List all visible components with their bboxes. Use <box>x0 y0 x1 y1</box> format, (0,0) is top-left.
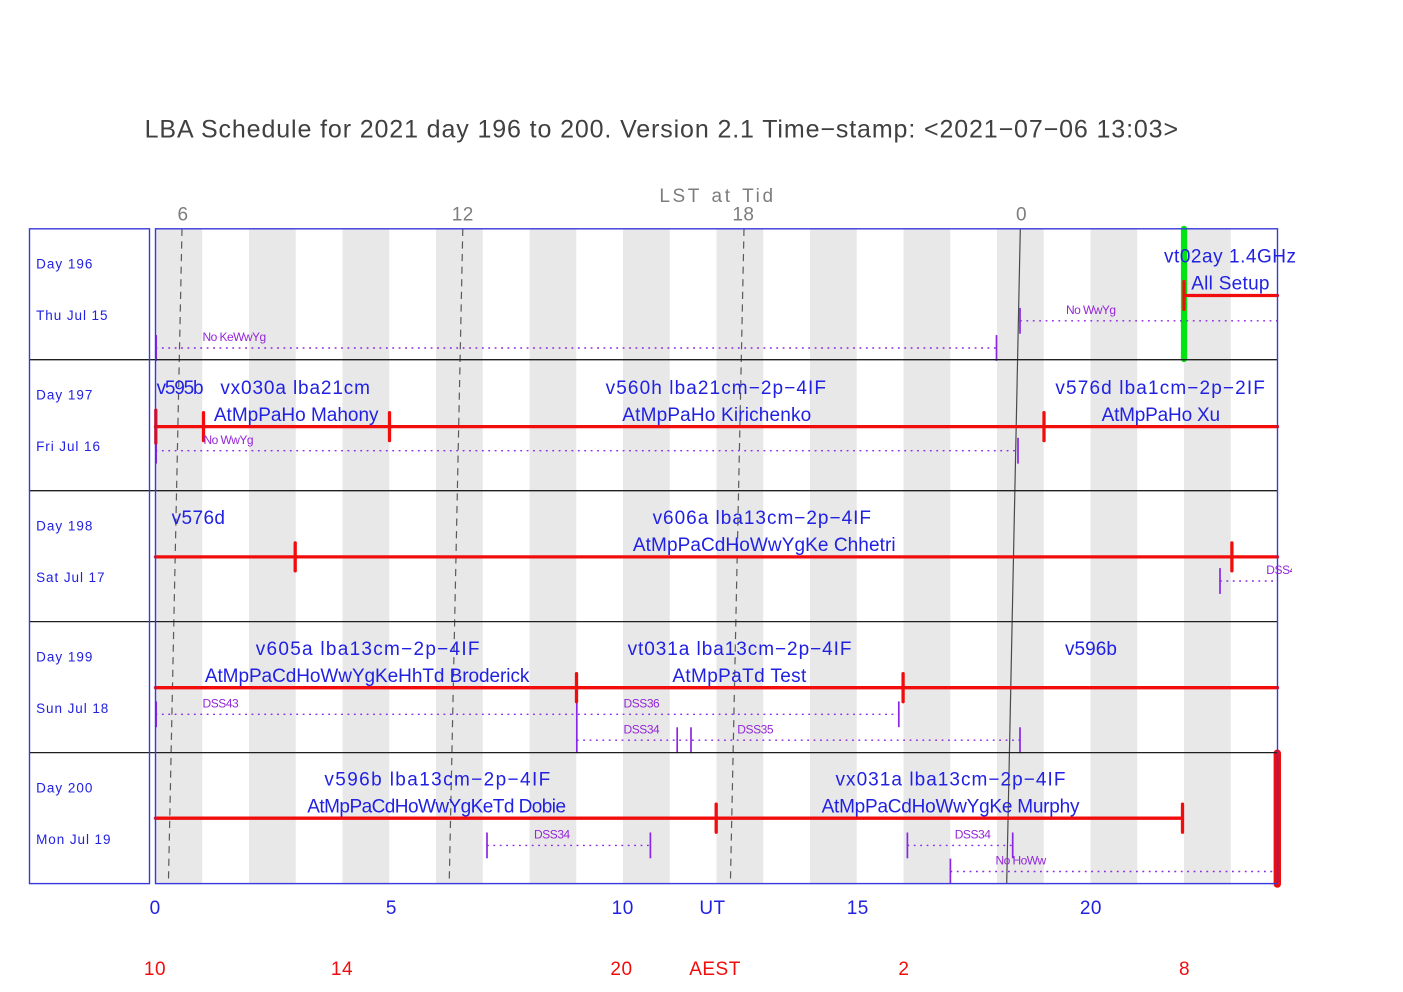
svg-text:10: 10 <box>612 898 634 919</box>
svg-text:No WwYg: No WwYg <box>1066 303 1116 317</box>
svg-text:14: 14 <box>331 959 353 980</box>
svg-text:Sat Jul 17: Sat Jul 17 <box>36 570 105 585</box>
svg-text:AtMpPaCdHoWwYgKe Chhetri: AtMpPaCdHoWwYgKe Chhetri <box>633 535 896 556</box>
svg-text:15: 15 <box>847 898 869 919</box>
svg-text:vx031a lba13cm−2p−4IF: vx031a lba13cm−2p−4IF <box>836 769 1067 790</box>
svg-text:2: 2 <box>898 959 909 980</box>
svg-text:vx030a lba21cm: vx030a lba21cm <box>220 378 371 399</box>
svg-text:AtMpPaHo Xu: AtMpPaHo Xu <box>1102 405 1220 426</box>
svg-text:8: 8 <box>1179 959 1190 980</box>
svg-text:v576d lba1cm−2p−2IF: v576d lba1cm−2p−2IF <box>1055 378 1266 399</box>
svg-text:0: 0 <box>150 898 161 919</box>
svg-text:AtMpPaCdHoWwYgKeHhTd Broderick: AtMpPaCdHoWwYgKeHhTd Broderick <box>205 666 530 687</box>
svg-text:Fri Jul 16: Fri Jul 16 <box>36 439 101 454</box>
svg-text:12: 12 <box>452 205 474 226</box>
svg-text:Sun Jul 18: Sun Jul 18 <box>36 701 109 716</box>
svg-text:AtMpPaHo Mahony: AtMpPaHo Mahony <box>214 405 379 426</box>
svg-text:vt02ay 1.4GHz: vt02ay 1.4GHz <box>1164 247 1297 268</box>
svg-text:DSS36: DSS36 <box>624 697 661 711</box>
svg-text:Mon Jul 19: Mon Jul 19 <box>36 832 111 847</box>
svg-text:6: 6 <box>177 205 188 226</box>
svg-text:5: 5 <box>386 898 397 919</box>
svg-text:AtMpPaCdHoWwYgKeTd Dobie: AtMpPaCdHoWwYgKeTd Dobie <box>307 796 565 817</box>
svg-text:v596b lba13cm−2p−4IF: v596b lba13cm−2p−4IF <box>324 769 551 790</box>
svg-text:DSS43: DSS43 <box>1266 563 1303 577</box>
svg-text:v576d: v576d <box>172 508 226 529</box>
svg-text:20: 20 <box>610 959 632 980</box>
svg-text:20: 20 <box>1080 898 1102 919</box>
svg-text:Thu Jul 15: Thu Jul 15 <box>36 308 108 323</box>
svg-text:No HoWw: No HoWw <box>996 854 1047 868</box>
svg-text:AtMpPaCdHoWwYgKe Murphy: AtMpPaCdHoWwYgKe Murphy <box>822 796 1080 817</box>
svg-text:DSS35: DSS35 <box>737 722 774 736</box>
svg-text:No WwYg: No WwYg <box>204 433 254 447</box>
svg-text:18: 18 <box>732 205 754 226</box>
svg-text:No KeWwYg: No KeWwYg <box>203 330 266 344</box>
svg-text:Day 197: Day 197 <box>36 388 93 403</box>
svg-text:LBA Schedule for 2021 day 196: LBA Schedule for 2021 day 196 to 200. Ve… <box>145 116 1179 144</box>
svg-text:v606a lba13cm−2p−4IF: v606a lba13cm−2p−4IF <box>653 508 872 529</box>
svg-text:10: 10 <box>144 959 166 980</box>
svg-text:Day 196: Day 196 <box>36 257 93 272</box>
svg-text:UT: UT <box>699 898 725 919</box>
svg-text:AEST: AEST <box>689 959 741 980</box>
svg-text:LST at Tid: LST at Tid <box>659 186 775 207</box>
svg-text:Day 198: Day 198 <box>36 519 93 534</box>
svg-text:v596b: v596b <box>1065 639 1117 660</box>
svg-text:0: 0 <box>1016 205 1027 226</box>
svg-text:v605a lba13cm−2p−4IF: v605a lba13cm−2p−4IF <box>256 639 481 660</box>
svg-text:AtMpPaTd Test: AtMpPaTd Test <box>672 666 807 687</box>
svg-text:vt031a lba13cm−2p−4IF: vt031a lba13cm−2p−4IF <box>628 639 853 660</box>
svg-text:DSS43: DSS43 <box>203 697 240 711</box>
svg-text:v560h lba21cm−2p−4IF: v560h lba21cm−2p−4IF <box>606 378 827 399</box>
svg-text:AtMpPaHo Kirichenko: AtMpPaHo Kirichenko <box>622 405 811 426</box>
svg-text:Day 200: Day 200 <box>36 780 93 795</box>
svg-text:v595b: v595b <box>157 378 203 399</box>
svg-text:Day 199: Day 199 <box>36 649 93 664</box>
svg-text:DSS34: DSS34 <box>534 828 571 842</box>
svg-text:DSS34: DSS34 <box>955 828 992 842</box>
svg-text:DSS34: DSS34 <box>624 722 661 736</box>
svg-text:All Setup: All Setup <box>1191 274 1270 295</box>
